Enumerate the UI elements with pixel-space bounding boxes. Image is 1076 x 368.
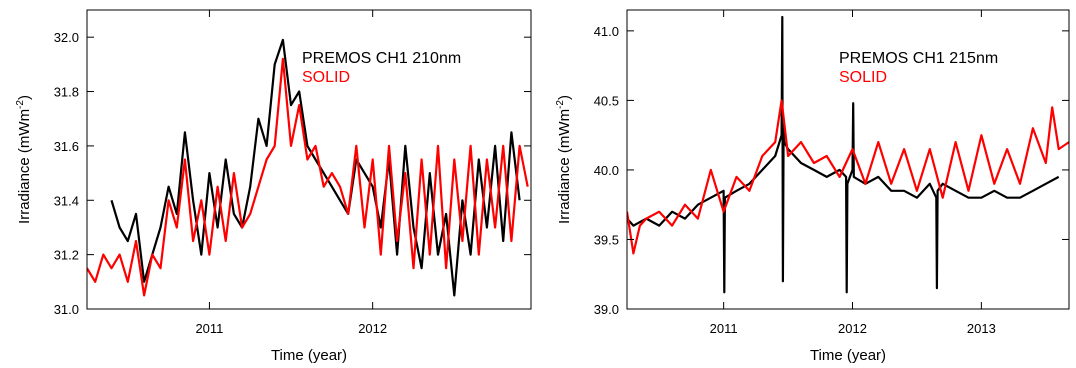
series-line-solid (627, 99, 1069, 255)
y-tick-label: 31.2 (54, 248, 79, 263)
x-axis-label: Time (year) (810, 347, 886, 364)
y-tick-label: 39.5 (594, 232, 619, 247)
y-tick-label: 31.4 (54, 193, 79, 208)
series-group (87, 38, 529, 297)
x-axis-label: Time (year) (271, 347, 347, 364)
y-tick-label: 31.0 (54, 302, 79, 317)
x-tick-label: 2011 (195, 321, 223, 336)
plot-frame (626, 9, 1070, 310)
y-tick-label: 31.8 (54, 85, 79, 100)
x-tick-label: 2012 (838, 321, 867, 336)
y-tick-label: 41.0 (594, 24, 619, 39)
y-axis-label: Irradiance (mWm-2) (555, 95, 573, 224)
y-tick-label: 40.5 (594, 93, 619, 108)
series-line-premos (627, 15, 1060, 294)
y-tick-label: 31.6 (54, 139, 79, 154)
legend-entry-premos: PREMOS CH1 210nm (302, 50, 461, 67)
y-tick-label: 32.0 (54, 30, 79, 45)
x-tick-label: 2011 (710, 321, 738, 336)
series-line-solid (87, 57, 529, 297)
x-tick-label: 2012 (358, 321, 387, 336)
chart-panel-left: 31.0 31.2 31.4 31.6 31.8 32.0 2011 2012 Time (ye… (15, 9, 532, 364)
y-axis-label: Irradiance (mWm-2) (15, 95, 33, 224)
legend-entry-solid: SOLID (839, 69, 887, 86)
series-group (627, 15, 1069, 294)
series-line-premos (110, 38, 521, 297)
chart-panel-right: 39.0 39.5 40.0 40.5 41.0 2011 2012 2013 Time (ye… (555, 9, 1070, 364)
y-tick-label: 40.0 (594, 163, 619, 178)
legend-entry-solid: SOLID (302, 69, 350, 86)
legend-entry-premos: PREMOS CH1 215nm (839, 50, 998, 67)
x-tick-label: 2013 (967, 321, 996, 336)
plot-frame (86, 9, 532, 310)
y-tick-label: 39.0 (594, 302, 619, 317)
